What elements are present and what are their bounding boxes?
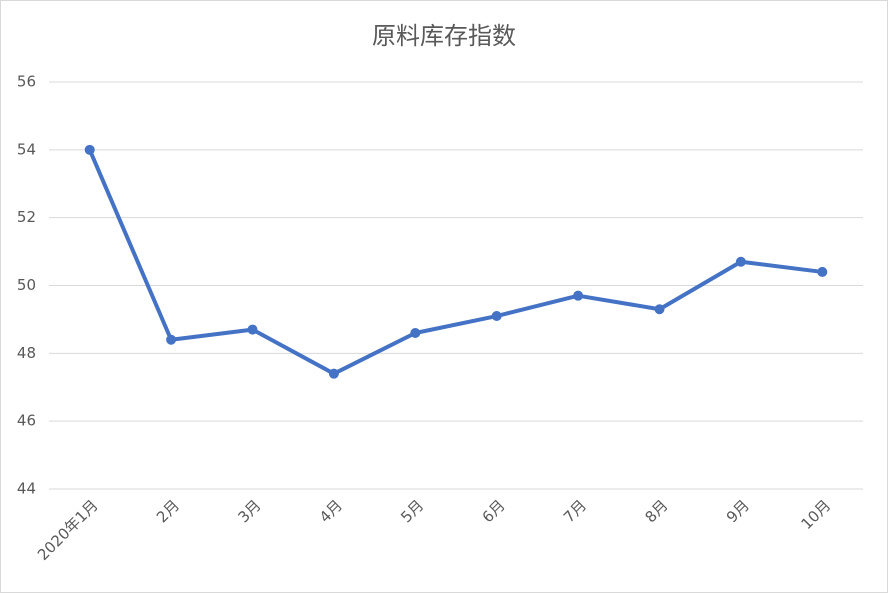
point: [817, 266, 828, 277]
y-tick-label: 52: [17, 208, 36, 226]
point: [573, 290, 584, 301]
point: [166, 334, 177, 345]
y-tick-label: 50: [17, 276, 36, 294]
point: [491, 311, 502, 322]
y-tick-label: 44: [17, 480, 36, 498]
point: [410, 327, 421, 338]
point: [654, 304, 665, 315]
y-tick-label: 56: [17, 73, 36, 91]
point: [328, 368, 339, 379]
line: [87, 149, 823, 376]
chart-title: 原料库存指数: [372, 22, 516, 50]
point: [735, 256, 746, 267]
point: [247, 324, 258, 335]
y-tick-label: 48: [17, 344, 36, 362]
point: [84, 144, 95, 155]
y-tick-label: 46: [17, 412, 36, 430]
y-tick-label: 54: [17, 140, 36, 158]
